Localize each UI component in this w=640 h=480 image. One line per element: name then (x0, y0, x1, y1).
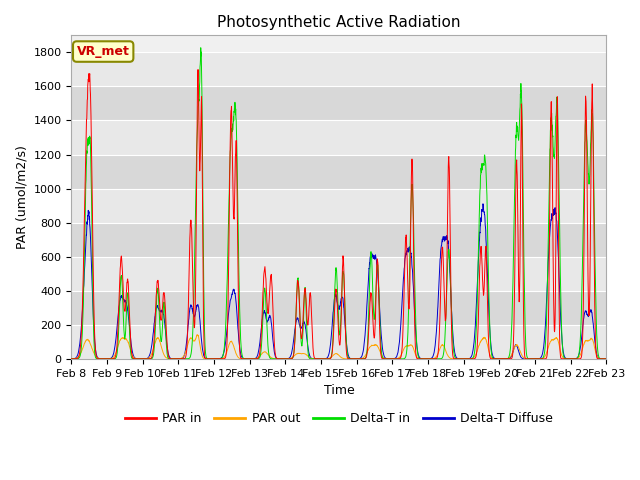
Bar (72, 291, 606, 325)
Bar (72, 257, 606, 291)
Bar (72, 155, 606, 189)
Bar (72, 120, 606, 155)
Bar (72, 52, 606, 86)
Bar (72, 325, 606, 359)
X-axis label: Time: Time (323, 384, 355, 397)
Title: Photosynthetic Active Radiation: Photosynthetic Active Radiation (217, 15, 461, 30)
Y-axis label: PAR (umol/m2/s): PAR (umol/m2/s) (15, 145, 28, 249)
Bar (72, 86, 606, 120)
Bar (72, 223, 606, 257)
Bar (72, 189, 606, 223)
Legend: PAR in, PAR out, Delta-T in, Delta-T Diffuse: PAR in, PAR out, Delta-T in, Delta-T Dif… (120, 407, 558, 430)
Text: VR_met: VR_met (77, 45, 130, 58)
